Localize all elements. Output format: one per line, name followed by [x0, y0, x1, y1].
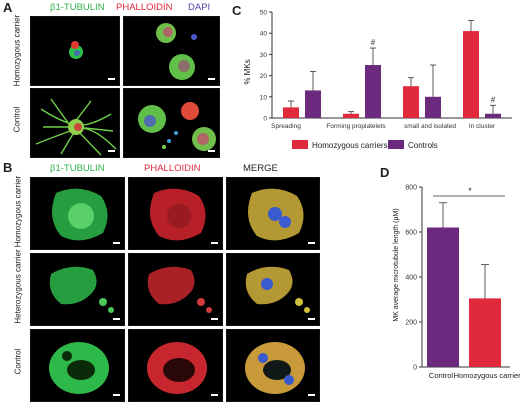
scale-bar: [113, 394, 120, 396]
column-label-phalloidin: PHALLOIDIN: [144, 163, 201, 174]
chart-c-plot-area: 0 10 20 30 40 50 Spreading Forming proplatelets…: [260, 10, 512, 130]
chart-d-microtubule-length: MK average microtubule length (μM) 0 200 4…: [393, 185, 520, 381]
scale-bar: [308, 242, 315, 244]
cell-image: [156, 23, 197, 80]
cell-image: [49, 266, 114, 313]
scale-bar: [113, 318, 120, 320]
scale-bar: [308, 394, 315, 396]
cell-image: [147, 342, 207, 394]
scale-bar: [211, 242, 218, 244]
chart-c-proplatelet-stages: % MKs 0 10 20 30 40 50 Spreading Forming propla…: [243, 10, 512, 150]
cell-image: [52, 188, 108, 241]
chart-d-ytick-label: 200: [405, 320, 417, 327]
scale-bar: [108, 150, 115, 152]
cell-image: [248, 188, 304, 241]
cell-image: [245, 342, 305, 394]
chart-c-legend-label: Controls: [408, 141, 438, 150]
chart-c-bar: [425, 96, 441, 118]
micrograph-a-homozygous-left: [30, 16, 120, 86]
panel-letter-b: B: [3, 160, 13, 175]
micrograph-b-control-phalloidin: [128, 329, 223, 402]
chart-d-ytick-label: 0: [413, 365, 417, 372]
chart-d-bar: [427, 227, 459, 367]
cell-image: [69, 41, 83, 59]
chart-d-category-label: Control: [429, 371, 454, 380]
chart-d-category-label: Homozygous carriers: [454, 371, 520, 380]
panel-b-row-label-heterozygous: Heterozygous carrier: [13, 249, 23, 324]
chart-c-category-label: In cluster: [469, 123, 496, 130]
chart-c-category-label: Spreading: [271, 123, 301, 130]
column-label-merge: MERGE: [243, 163, 278, 174]
chart-d-plot-area: 0 200 400 600 800 Control Homozygous carriers *: [405, 185, 520, 381]
scale-bar: [108, 78, 115, 80]
micrograph-b-heterozygous-phalloidin: [128, 253, 223, 326]
chart-d-ytick-label: 800: [405, 185, 417, 192]
chart-c-category-label: small and isolated: [404, 123, 456, 130]
chart-c-bar: [305, 90, 321, 118]
scale-bar: [211, 318, 218, 320]
stain-label-dapi: DAPI: [188, 2, 211, 13]
cell-image: [150, 188, 206, 241]
chart-c-annotation: #: [491, 95, 496, 104]
panel-a-row-label-control: Control: [12, 106, 22, 133]
micrograph-a-homozygous-right: [123, 16, 220, 86]
cell-image: [35, 98, 117, 156]
chart-c-bar: [283, 107, 299, 118]
scale-bar: [113, 242, 120, 244]
panel-a-row-label-homozygous: Homozygous carrier: [12, 14, 22, 87]
micrograph-b-homozygous-merge: [226, 177, 320, 250]
chart-c-ytick-label: 50: [260, 10, 268, 17]
chart-c-ytick-label: 20: [260, 73, 268, 80]
panel-b-row-label-homozygous: Homozygous carrier: [13, 175, 23, 248]
chart-c-bar: [343, 113, 359, 118]
cell-image: [147, 266, 212, 313]
chart-c-legend-swatch: [292, 140, 308, 149]
chart-d-significance-star: *: [468, 186, 472, 196]
scale-bar: [308, 318, 315, 320]
micrograph-a-control-left: [30, 88, 120, 158]
chart-c-annotation: #: [371, 38, 376, 47]
micrograph-b-control-merge: [226, 329, 320, 402]
cell-image: [138, 102, 216, 151]
chart-c-legend-label: Homozygous carriers: [312, 141, 388, 150]
chart-c-bar: [365, 65, 381, 118]
micrograph-b-heterozygous-tubulin: [30, 253, 125, 326]
chart-c-ytick-label: 10: [260, 94, 268, 101]
chart-c-bar: [485, 113, 501, 118]
chart-d-ylabel: MK average microtubule length (μM): [393, 208, 400, 321]
panel-b-row-label-control: Control: [13, 348, 23, 375]
chart-d-ytick-label: 600: [405, 230, 417, 237]
chart-c-legend: Homozygous carriers Controls: [292, 140, 438, 150]
micrograph-b-heterozygous-merge: [226, 253, 320, 326]
chart-c-ylabel: % MKs: [243, 59, 252, 84]
scale-bar: [208, 78, 215, 80]
column-label-tubulin: β1-TUBULIN: [50, 163, 105, 174]
chart-c-category-label: Forming proplatelets: [326, 123, 386, 130]
panel-letter-a: A: [3, 0, 13, 15]
chart-c-bar: [403, 86, 419, 118]
chart-c-bar: [463, 31, 479, 118]
cell-image: [49, 342, 109, 394]
stain-label-tubulin: β1-TUBULIN: [50, 2, 105, 13]
micrograph-b-homozygous-phalloidin: [128, 177, 223, 250]
micrograph-b-homozygous-tubulin: [30, 177, 125, 250]
chart-c-legend-swatch: [388, 140, 404, 149]
panel-letter-c: C: [232, 3, 242, 18]
chart-c-ytick-label: 40: [260, 31, 268, 38]
cell-image: [245, 266, 310, 313]
chart-d-bar: [469, 298, 501, 367]
stain-label-phalloidin: PHALLOIDIN: [116, 2, 173, 13]
chart-c-ytick-label: 0: [263, 116, 267, 123]
chart-d-ytick-label: 400: [405, 275, 417, 282]
micrograph-b-control-tubulin: [30, 329, 125, 402]
scale-bar: [211, 394, 218, 396]
chart-c-ytick-label: 30: [260, 52, 268, 59]
micrograph-a-control-right: [123, 88, 220, 158]
panel-letter-d: D: [380, 165, 390, 180]
scale-bar: [208, 150, 215, 152]
